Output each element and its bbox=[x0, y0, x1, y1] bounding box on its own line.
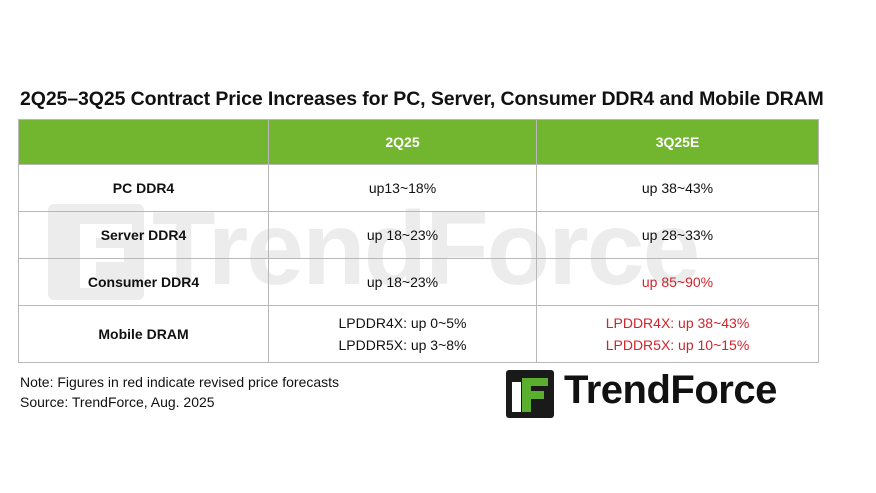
price-table: 2Q25 3Q25E PC DDR4 up13~18% up 38~43% Se… bbox=[18, 119, 819, 363]
cell-mobile-dram-3q25e: LPDDR4X: up 38~43% LPDDR5X: up 10~15% bbox=[536, 305, 819, 363]
source-text: Source: TrendForce, Aug. 2025 bbox=[20, 394, 215, 410]
cell-line-lpddr5x-2q25: LPDDR5X: up 3~8% bbox=[338, 337, 467, 353]
table-row: Server DDR4 up 18~23% up 28~33% bbox=[18, 211, 819, 259]
header-cell-3q25e: 3Q25E bbox=[536, 119, 819, 165]
header-cell-empty bbox=[18, 119, 269, 165]
table-row: PC DDR4 up13~18% up 38~43% bbox=[18, 164, 819, 212]
logo-text: TrendForce bbox=[564, 368, 777, 412]
table-row: Consumer DDR4 up 18~23% up 85~90% bbox=[18, 258, 819, 306]
cell-line-lpddr5x-3q25e: LPDDR5X: up 10~15% bbox=[605, 337, 750, 353]
header-cell-2q25: 2Q25 bbox=[268, 119, 537, 165]
row-label-server-ddr4: Server DDR4 bbox=[18, 211, 269, 259]
cell-pc-ddr4-3q25e: up 38~43% bbox=[536, 164, 819, 212]
cell-server-ddr4-2q25: up 18~23% bbox=[268, 211, 537, 259]
cell-server-ddr4-3q25e: up 28~33% bbox=[536, 211, 819, 259]
cell-consumer-ddr4-2q25: up 18~23% bbox=[268, 258, 537, 306]
cell-pc-ddr4-2q25: up13~18% bbox=[268, 164, 537, 212]
cell-line-lpddr4x-2q25: LPDDR4X: up 0~5% bbox=[338, 315, 467, 331]
cell-mobile-dram-2q25: LPDDR4X: up 0~5% LPDDR5X: up 3~8% bbox=[268, 305, 537, 363]
row-label-consumer-ddr4: Consumer DDR4 bbox=[18, 258, 269, 306]
trendforce-logo-icon bbox=[506, 370, 554, 418]
row-label-pc-ddr4: PC DDR4 bbox=[18, 164, 269, 212]
table-header-row: 2Q25 3Q25E bbox=[18, 119, 819, 165]
cell-consumer-ddr4-3q25e: up 85~90% bbox=[536, 258, 819, 306]
row-label-mobile-dram: Mobile DRAM bbox=[18, 305, 269, 363]
cell-line-lpddr4x-3q25e: LPDDR4X: up 38~43% bbox=[605, 315, 750, 331]
footnotes: Note: Figures in red indicate revised pr… bbox=[20, 372, 339, 412]
table-row: Mobile DRAM LPDDR4X: up 0~5% LPDDR5X: up… bbox=[18, 305, 819, 363]
page-title: 2Q25–3Q25 Contract Price Increases for P… bbox=[20, 88, 824, 110]
note-text: Note: Figures in red indicate revised pr… bbox=[20, 374, 340, 390]
trendforce-logo: TrendForce bbox=[506, 366, 826, 420]
